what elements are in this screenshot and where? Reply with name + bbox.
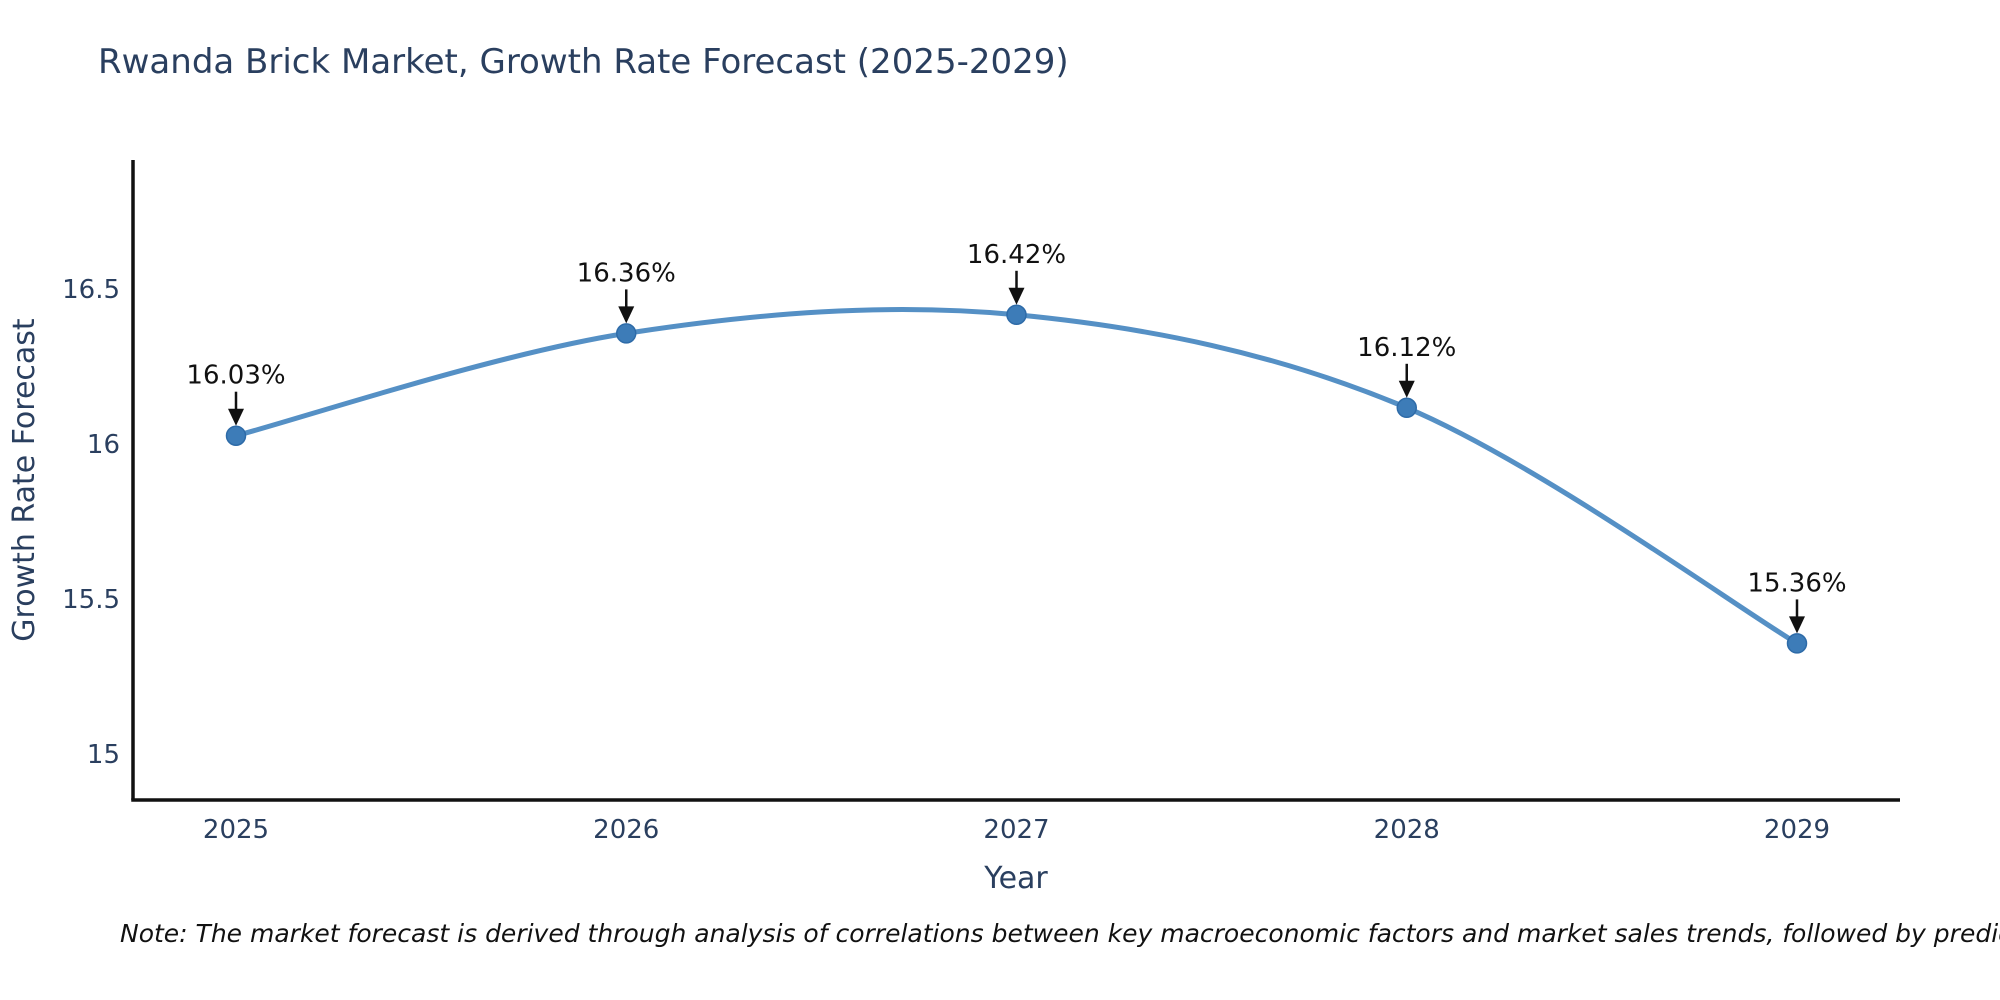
chart-title: Rwanda Brick Market, Growth Rate Forecas…	[98, 42, 1069, 82]
x-tick-label: 2025	[203, 815, 269, 845]
x-axis-title: Year	[983, 861, 1048, 896]
annotation-label: 15.36%	[1747, 568, 1846, 598]
markers-group	[225, 304, 1808, 654]
x-tick-labels: 2025 2026 2027 2028 2029	[203, 815, 1830, 845]
x-tick-label: 2026	[593, 815, 659, 845]
data-point-marker	[1396, 397, 1417, 419]
data-point-marker	[1786, 633, 1808, 654]
y-tick-label: 16.5	[62, 275, 120, 305]
annotation-label: 16.12%	[1357, 333, 1456, 363]
annotation-arrowhead-icon	[1789, 616, 1805, 634]
x-tick-label: 2027	[983, 815, 1049, 845]
y-tick-label: 15.5	[62, 585, 120, 615]
data-point-marker	[1006, 304, 1027, 326]
plot-area: 15 15.5 16 16.5 2025 2026 2027 2028 2029 16.03%…	[62, 160, 1900, 845]
y-tick-labels: 15 15.5 16 16.5	[62, 275, 120, 770]
annotation-arrowhead-icon	[618, 306, 635, 324]
annotation-arrowhead-icon	[228, 408, 244, 426]
data-point-marker	[225, 425, 247, 446]
y-tick-label: 15	[87, 740, 120, 770]
annotation-label: 16.42%	[967, 240, 1066, 270]
footnote: Note: The market forecast is derived thr…	[120, 919, 2000, 948]
annotation-label: 16.03%	[186, 361, 285, 391]
y-axis-title: Growth Rate Forecast	[7, 318, 42, 642]
annotation-arrowhead-icon	[1398, 380, 1415, 398]
y-tick-label: 16	[87, 430, 120, 460]
series-line	[235, 307, 1799, 646]
x-tick-label: 2028	[1374, 815, 1440, 845]
annotation-arrowhead-icon	[1008, 287, 1025, 305]
x-tick-label: 2029	[1764, 815, 1830, 845]
annotation-label: 16.36%	[577, 258, 676, 288]
series-line-group	[235, 307, 1799, 646]
annotations-group: 16.03% 16.36% 16.42% 16.12% 15.36%	[186, 240, 1847, 634]
data-point-marker	[616, 323, 637, 344]
